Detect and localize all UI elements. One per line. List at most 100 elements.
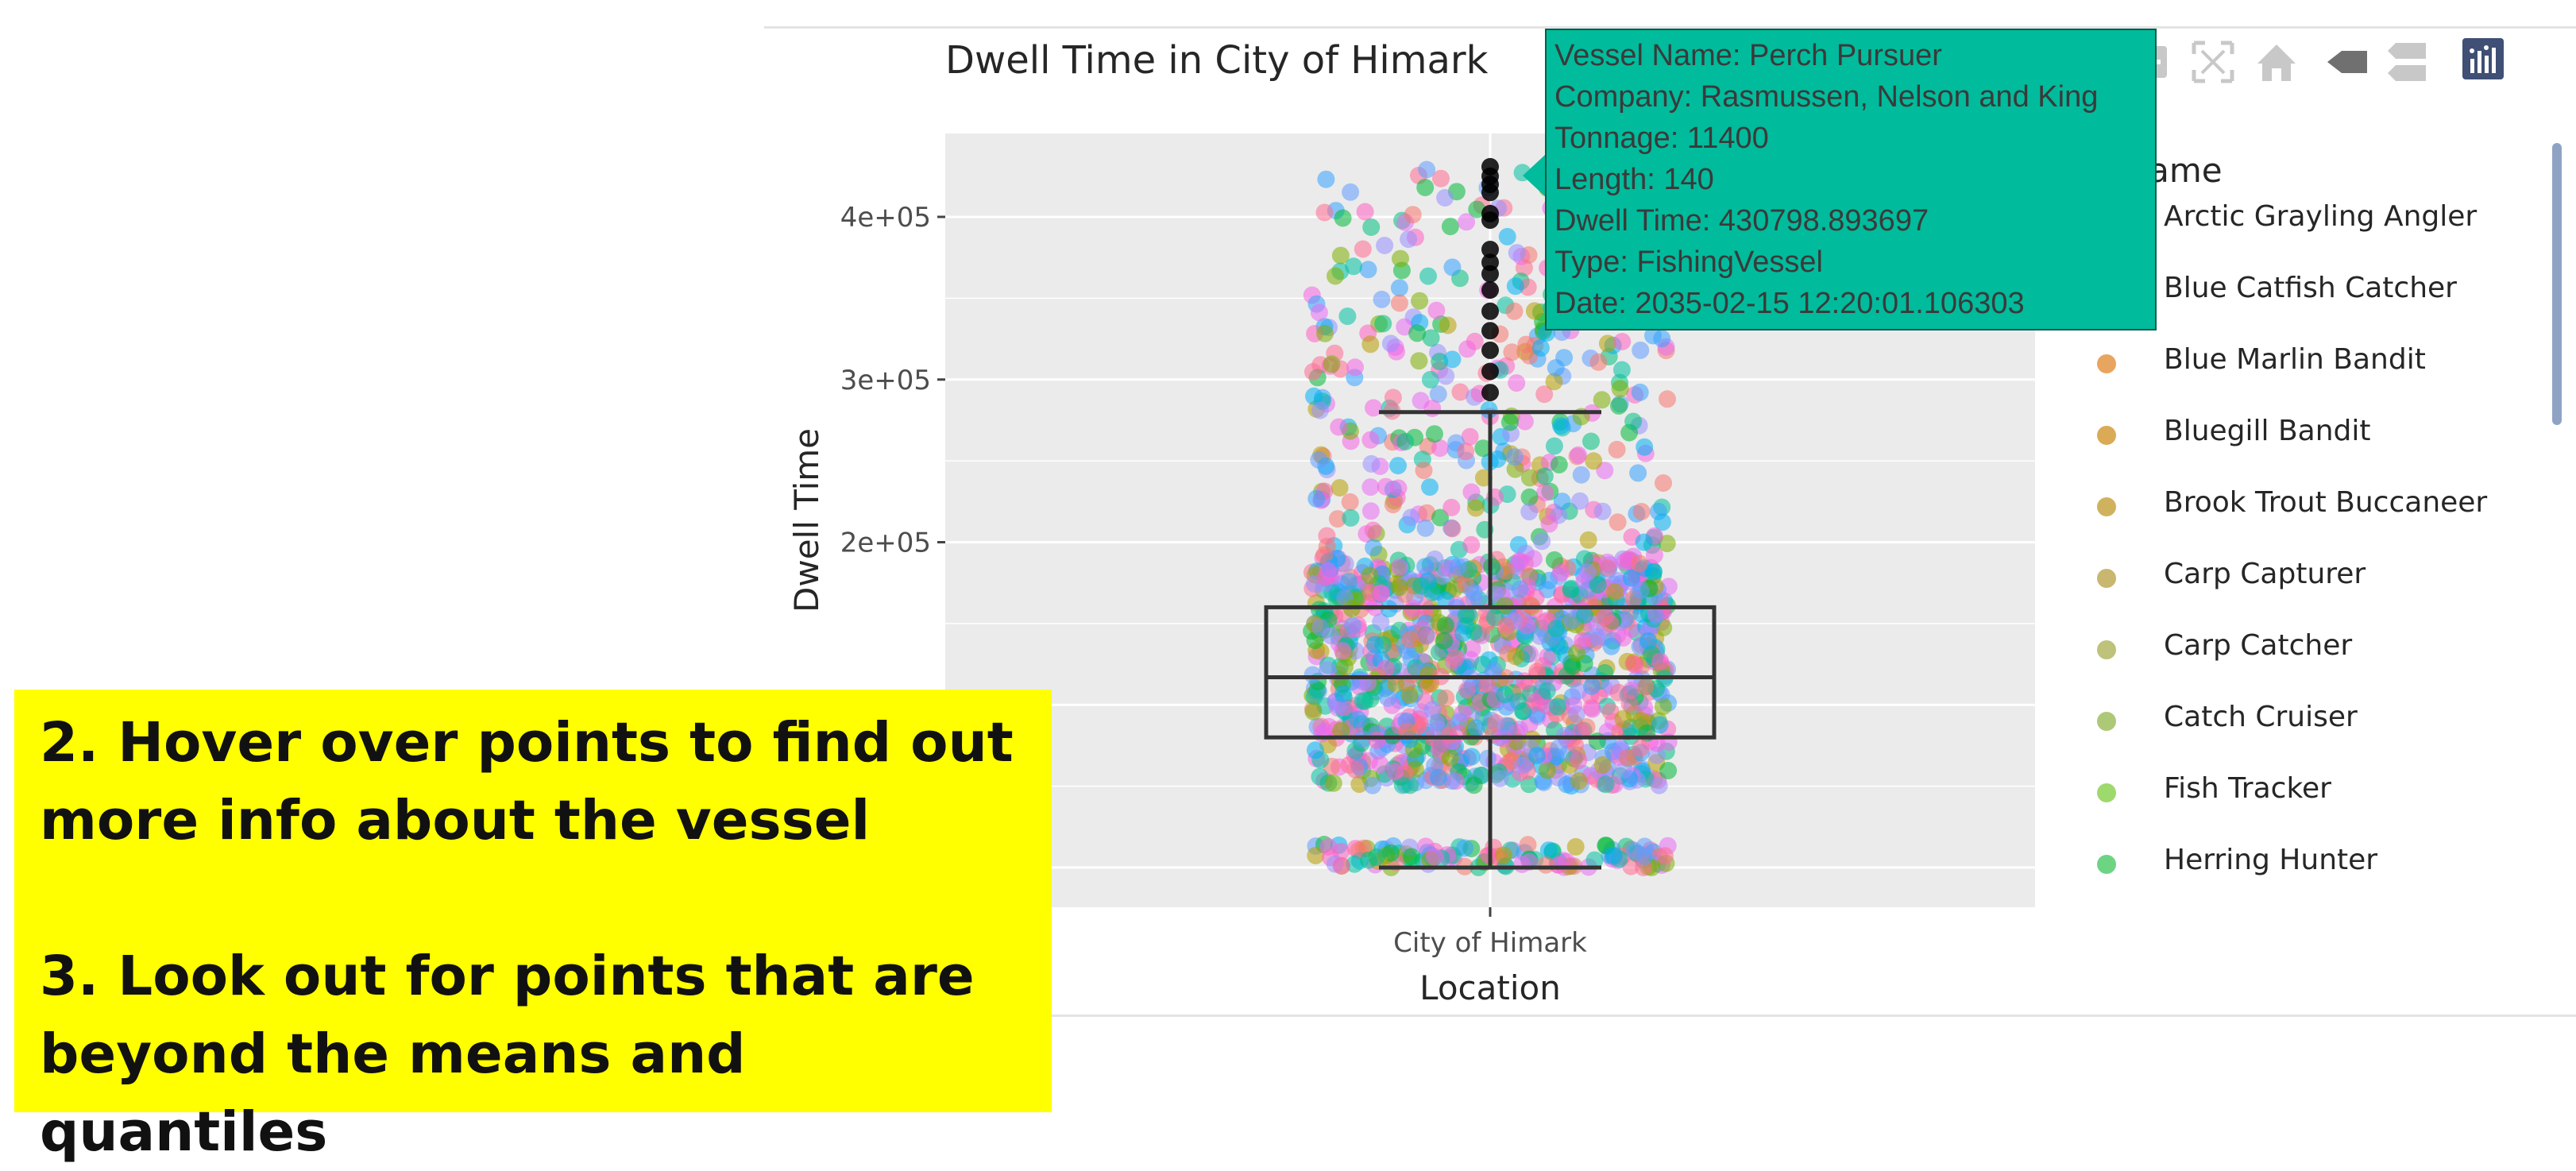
data-point[interactable]: [1508, 374, 1526, 392]
data-point[interactable]: [1425, 425, 1443, 443]
data-point[interactable]: [1651, 652, 1670, 671]
data-point[interactable]: [1443, 520, 1462, 538]
data-point[interactable]: [1567, 705, 1585, 723]
data-point[interactable]: [1381, 844, 1400, 862]
data-point[interactable]: [1361, 335, 1380, 354]
data-point[interactable]: [1516, 412, 1534, 431]
data-point[interactable]: [1330, 418, 1348, 436]
data-point[interactable]: [1307, 846, 1325, 864]
data-point[interactable]: [1315, 203, 1334, 222]
data-point[interactable]: [1465, 623, 1483, 641]
data-point[interactable]: [1360, 851, 1377, 869]
data-point[interactable]: [1423, 701, 1442, 719]
data-point[interactable]: [1536, 484, 1554, 502]
data-point[interactable]: [1605, 846, 1623, 864]
data-point[interactable]: [1610, 396, 1628, 415]
box-iqr[interactable]: [1264, 605, 1717, 740]
data-point[interactable]: [1429, 385, 1447, 404]
data-point[interactable]: [1548, 698, 1566, 716]
data-point[interactable]: [1334, 642, 1352, 660]
data-point[interactable]: [1346, 760, 1365, 779]
data-point[interactable]: [1636, 438, 1654, 456]
outlier-points[interactable]: [1481, 157, 1499, 402]
data-point[interactable]: [1344, 616, 1362, 635]
data-point[interactable]: [1361, 566, 1379, 585]
data-point[interactable]: [1458, 340, 1477, 358]
data-point[interactable]: [1451, 383, 1470, 401]
data-point[interactable]: [1392, 249, 1409, 268]
data-point[interactable]: [1416, 519, 1435, 537]
data-point[interactable]: [1485, 661, 1503, 679]
data-point[interactable]: [1575, 606, 1593, 624]
data-point[interactable]: [1528, 746, 1546, 764]
data-point[interactable]: [1303, 666, 1322, 684]
data-point[interactable]: [1570, 772, 1588, 790]
data-point[interactable]: [1412, 577, 1430, 595]
data-point[interactable]: [1593, 502, 1612, 520]
data-point[interactable]: [1436, 189, 1454, 207]
data-point[interactable]: [1305, 687, 1323, 705]
data-point[interactable]: [1384, 496, 1402, 514]
data-point[interactable]: [1622, 569, 1640, 587]
data-point[interactable]: [1400, 686, 1419, 704]
data-point[interactable]: [1419, 267, 1437, 285]
data-point[interactable]: [1361, 478, 1380, 497]
data-point[interactable]: [1570, 752, 1588, 770]
data-point[interactable]: [1362, 454, 1381, 473]
data-point[interactable]: [1365, 399, 1382, 417]
data-point[interactable]: [1403, 848, 1420, 866]
data-point[interactable]: [1636, 678, 1655, 696]
autoscale-icon[interactable]: [2192, 41, 2234, 83]
data-point[interactable]: [1511, 580, 1529, 598]
data-point[interactable]: [1653, 513, 1671, 531]
data-point[interactable]: [1393, 776, 1412, 794]
data-point[interactable]: [1437, 689, 1455, 707]
data-point[interactable]: [1570, 682, 1587, 700]
data-point[interactable]: [1629, 464, 1647, 482]
data-point[interactable]: [1535, 467, 1554, 485]
outlier-point[interactable]: [1481, 281, 1499, 300]
data-point[interactable]: [1583, 700, 1601, 718]
data-point[interactable]: [1608, 440, 1626, 458]
data-point[interactable]: [1513, 756, 1531, 775]
data-point[interactable]: [1465, 776, 1483, 794]
data-point[interactable]: [1632, 503, 1651, 520]
data-point[interactable]: [1328, 510, 1346, 528]
data-point[interactable]: [1365, 539, 1383, 557]
data-point[interactable]: [1408, 324, 1427, 342]
data-point[interactable]: [1442, 772, 1461, 790]
data-point[interactable]: [1446, 649, 1465, 667]
data-point[interactable]: [1311, 401, 1329, 419]
data-point[interactable]: [1579, 563, 1597, 582]
data-point[interactable]: [1319, 562, 1337, 580]
data-point[interactable]: [1553, 493, 1571, 511]
data-point[interactable]: [1537, 856, 1555, 874]
data-point[interactable]: [1462, 535, 1481, 554]
data-point[interactable]: [1338, 307, 1357, 326]
data-point[interactable]: [1505, 302, 1524, 320]
data-point[interactable]: [1431, 736, 1450, 754]
data-point[interactable]: [1538, 761, 1556, 779]
data-point[interactable]: [1390, 279, 1408, 297]
data-point[interactable]: [1479, 749, 1497, 767]
data-point[interactable]: [1449, 725, 1467, 743]
data-point[interactable]: [1632, 341, 1650, 359]
data-point[interactable]: [1647, 607, 1665, 625]
data-point[interactable]: [1390, 578, 1408, 597]
data-point[interactable]: [1324, 774, 1342, 792]
data-point[interactable]: [1442, 498, 1461, 516]
outlier-point[interactable]: [1481, 265, 1499, 283]
data-point[interactable]: [1342, 508, 1360, 527]
data-point[interactable]: [1418, 504, 1436, 522]
data-point[interactable]: [1631, 555, 1648, 573]
data-point[interactable]: [1366, 636, 1384, 654]
legend-scrollbar[interactable]: [2552, 143, 2562, 425]
data-point[interactable]: [1639, 632, 1658, 650]
data-point[interactable]: [1364, 776, 1381, 794]
data-point[interactable]: [1516, 672, 1534, 690]
data-point[interactable]: [1540, 515, 1558, 533]
data-point[interactable]: [1332, 721, 1350, 740]
data-point[interactable]: [1416, 179, 1435, 196]
outlier-point[interactable]: [1481, 241, 1499, 258]
data-point[interactable]: [1659, 762, 1678, 779]
